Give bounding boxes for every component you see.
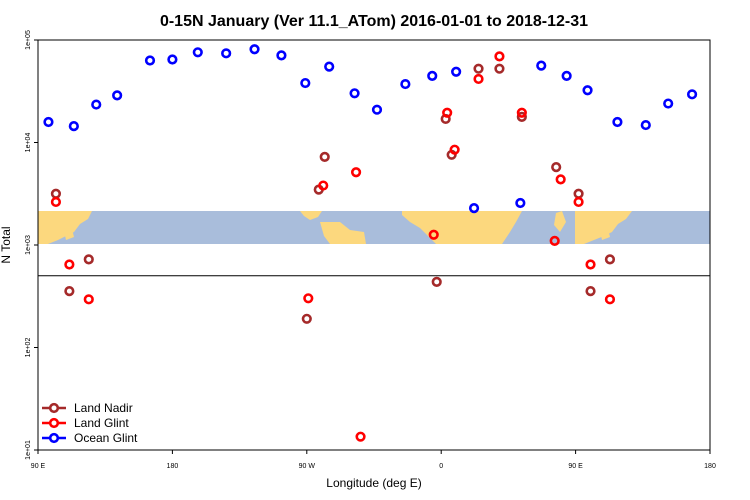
ocean-glint-point <box>91 99 102 110</box>
x-tick-label: 90 E <box>568 463 583 470</box>
land-glint-point <box>64 259 75 270</box>
x-tick-label: 90 W <box>299 463 316 470</box>
ocean-glint-point <box>515 197 526 209</box>
ocean-glint-point <box>561 70 572 81</box>
y-axis: 1e+01 1e+02 1e+03 1e+04 1e+05 <box>25 30 38 460</box>
y-tick-label: 1e+01 <box>25 440 32 460</box>
land-glint-point <box>50 196 62 208</box>
land-nadir-point <box>585 286 596 297</box>
land-glint-point <box>494 51 505 62</box>
ocean-glint-point <box>112 90 123 101</box>
ocean-glint-point <box>451 66 462 77</box>
ocean-glint-point <box>192 47 203 58</box>
map-band <box>38 211 710 244</box>
ocean-glint-point <box>276 50 287 61</box>
land-nadir-point <box>319 151 330 162</box>
ocean-glint-point <box>324 61 335 72</box>
land-nadir-point <box>516 111 527 122</box>
x-tick-label: 180 <box>704 463 716 470</box>
land-glint-point <box>585 259 596 270</box>
land-masses <box>38 211 632 244</box>
land-glint-point <box>350 167 362 178</box>
ocean-glint-point <box>640 119 651 131</box>
land-nadir-point <box>431 276 442 288</box>
ocean-glint-point <box>686 89 698 100</box>
land-glint-point <box>83 294 94 305</box>
land-nadir-point <box>64 286 75 297</box>
y-tick-label: 1e+05 <box>25 30 32 50</box>
ocean-glint-point <box>300 77 311 89</box>
chart-title: 0-15N January (Ver 11.1_ATom) 2016-01-01… <box>160 13 588 30</box>
land-nadir-point <box>573 188 584 199</box>
land-glint-point <box>604 294 616 305</box>
land-glint-point <box>303 293 314 304</box>
land-nadir-point <box>83 254 94 265</box>
ocean-glint-point <box>582 85 593 96</box>
data-points <box>43 44 731 442</box>
y-axis-label: N Total <box>0 226 13 263</box>
legend-marker-land-glint <box>48 417 60 429</box>
land-nadir-point <box>494 63 505 74</box>
ocean-glint-point <box>468 203 480 214</box>
y-tick-label: 1e+02 <box>25 338 32 358</box>
ocean-glint-point <box>43 116 54 128</box>
x-axis: 90 E 180 90 W 0 90 E 180 <box>31 450 716 470</box>
land-glint-point <box>318 180 329 191</box>
legend-label-land-glint: Land Glint <box>74 416 129 430</box>
ocean-glint-point <box>221 48 232 59</box>
x-axis-label: Longitude (deg E) <box>326 476 421 490</box>
ocean-glint-point <box>167 54 178 65</box>
land-nadir-point <box>473 63 484 74</box>
ocean-glint-point <box>663 98 674 109</box>
ocean-glint-point <box>249 44 260 55</box>
ocean-glint-point <box>612 116 623 128</box>
y-tick-label: 1e+03 <box>25 235 32 255</box>
land-glint-point <box>355 431 366 442</box>
legend-marker-ocean-glint <box>48 432 60 444</box>
plot-frame <box>37 39 711 451</box>
ocean-glint-point <box>400 78 411 90</box>
ocean-glint-point <box>371 104 383 115</box>
land-glint-point <box>573 196 584 208</box>
land-glint-point <box>516 107 527 118</box>
land-nadir-point <box>301 313 312 324</box>
land-nadir-point <box>551 162 562 173</box>
ocean-glint-point <box>144 55 156 66</box>
x-tick-label: 180 <box>167 463 179 470</box>
land-glint-point <box>428 229 439 240</box>
y-tick-label: 1e+04 <box>25 133 32 153</box>
legend-marker-land-nadir <box>48 402 60 414</box>
legend-label-ocean-glint: Ocean Glint <box>74 431 138 445</box>
ocean-glint-point <box>349 88 360 99</box>
land-nadir-point <box>604 254 616 265</box>
legend-label-land-nadir: Land Nadir <box>74 401 133 415</box>
land-glint-point <box>473 73 484 85</box>
land-glint-point <box>549 235 560 246</box>
land-glint-point <box>442 107 453 118</box>
ocean-glint-point <box>68 120 79 132</box>
x-tick-label: 0 <box>439 463 443 470</box>
ocean-glint-point <box>723 56 731 64</box>
land-glint-point <box>555 174 566 185</box>
ocean-glint-point <box>427 70 438 81</box>
land-nadir-point <box>50 188 62 199</box>
land-glint-point <box>449 144 460 155</box>
x-tick-label: 90 E <box>31 463 46 470</box>
ocean-glint-point <box>536 60 547 71</box>
